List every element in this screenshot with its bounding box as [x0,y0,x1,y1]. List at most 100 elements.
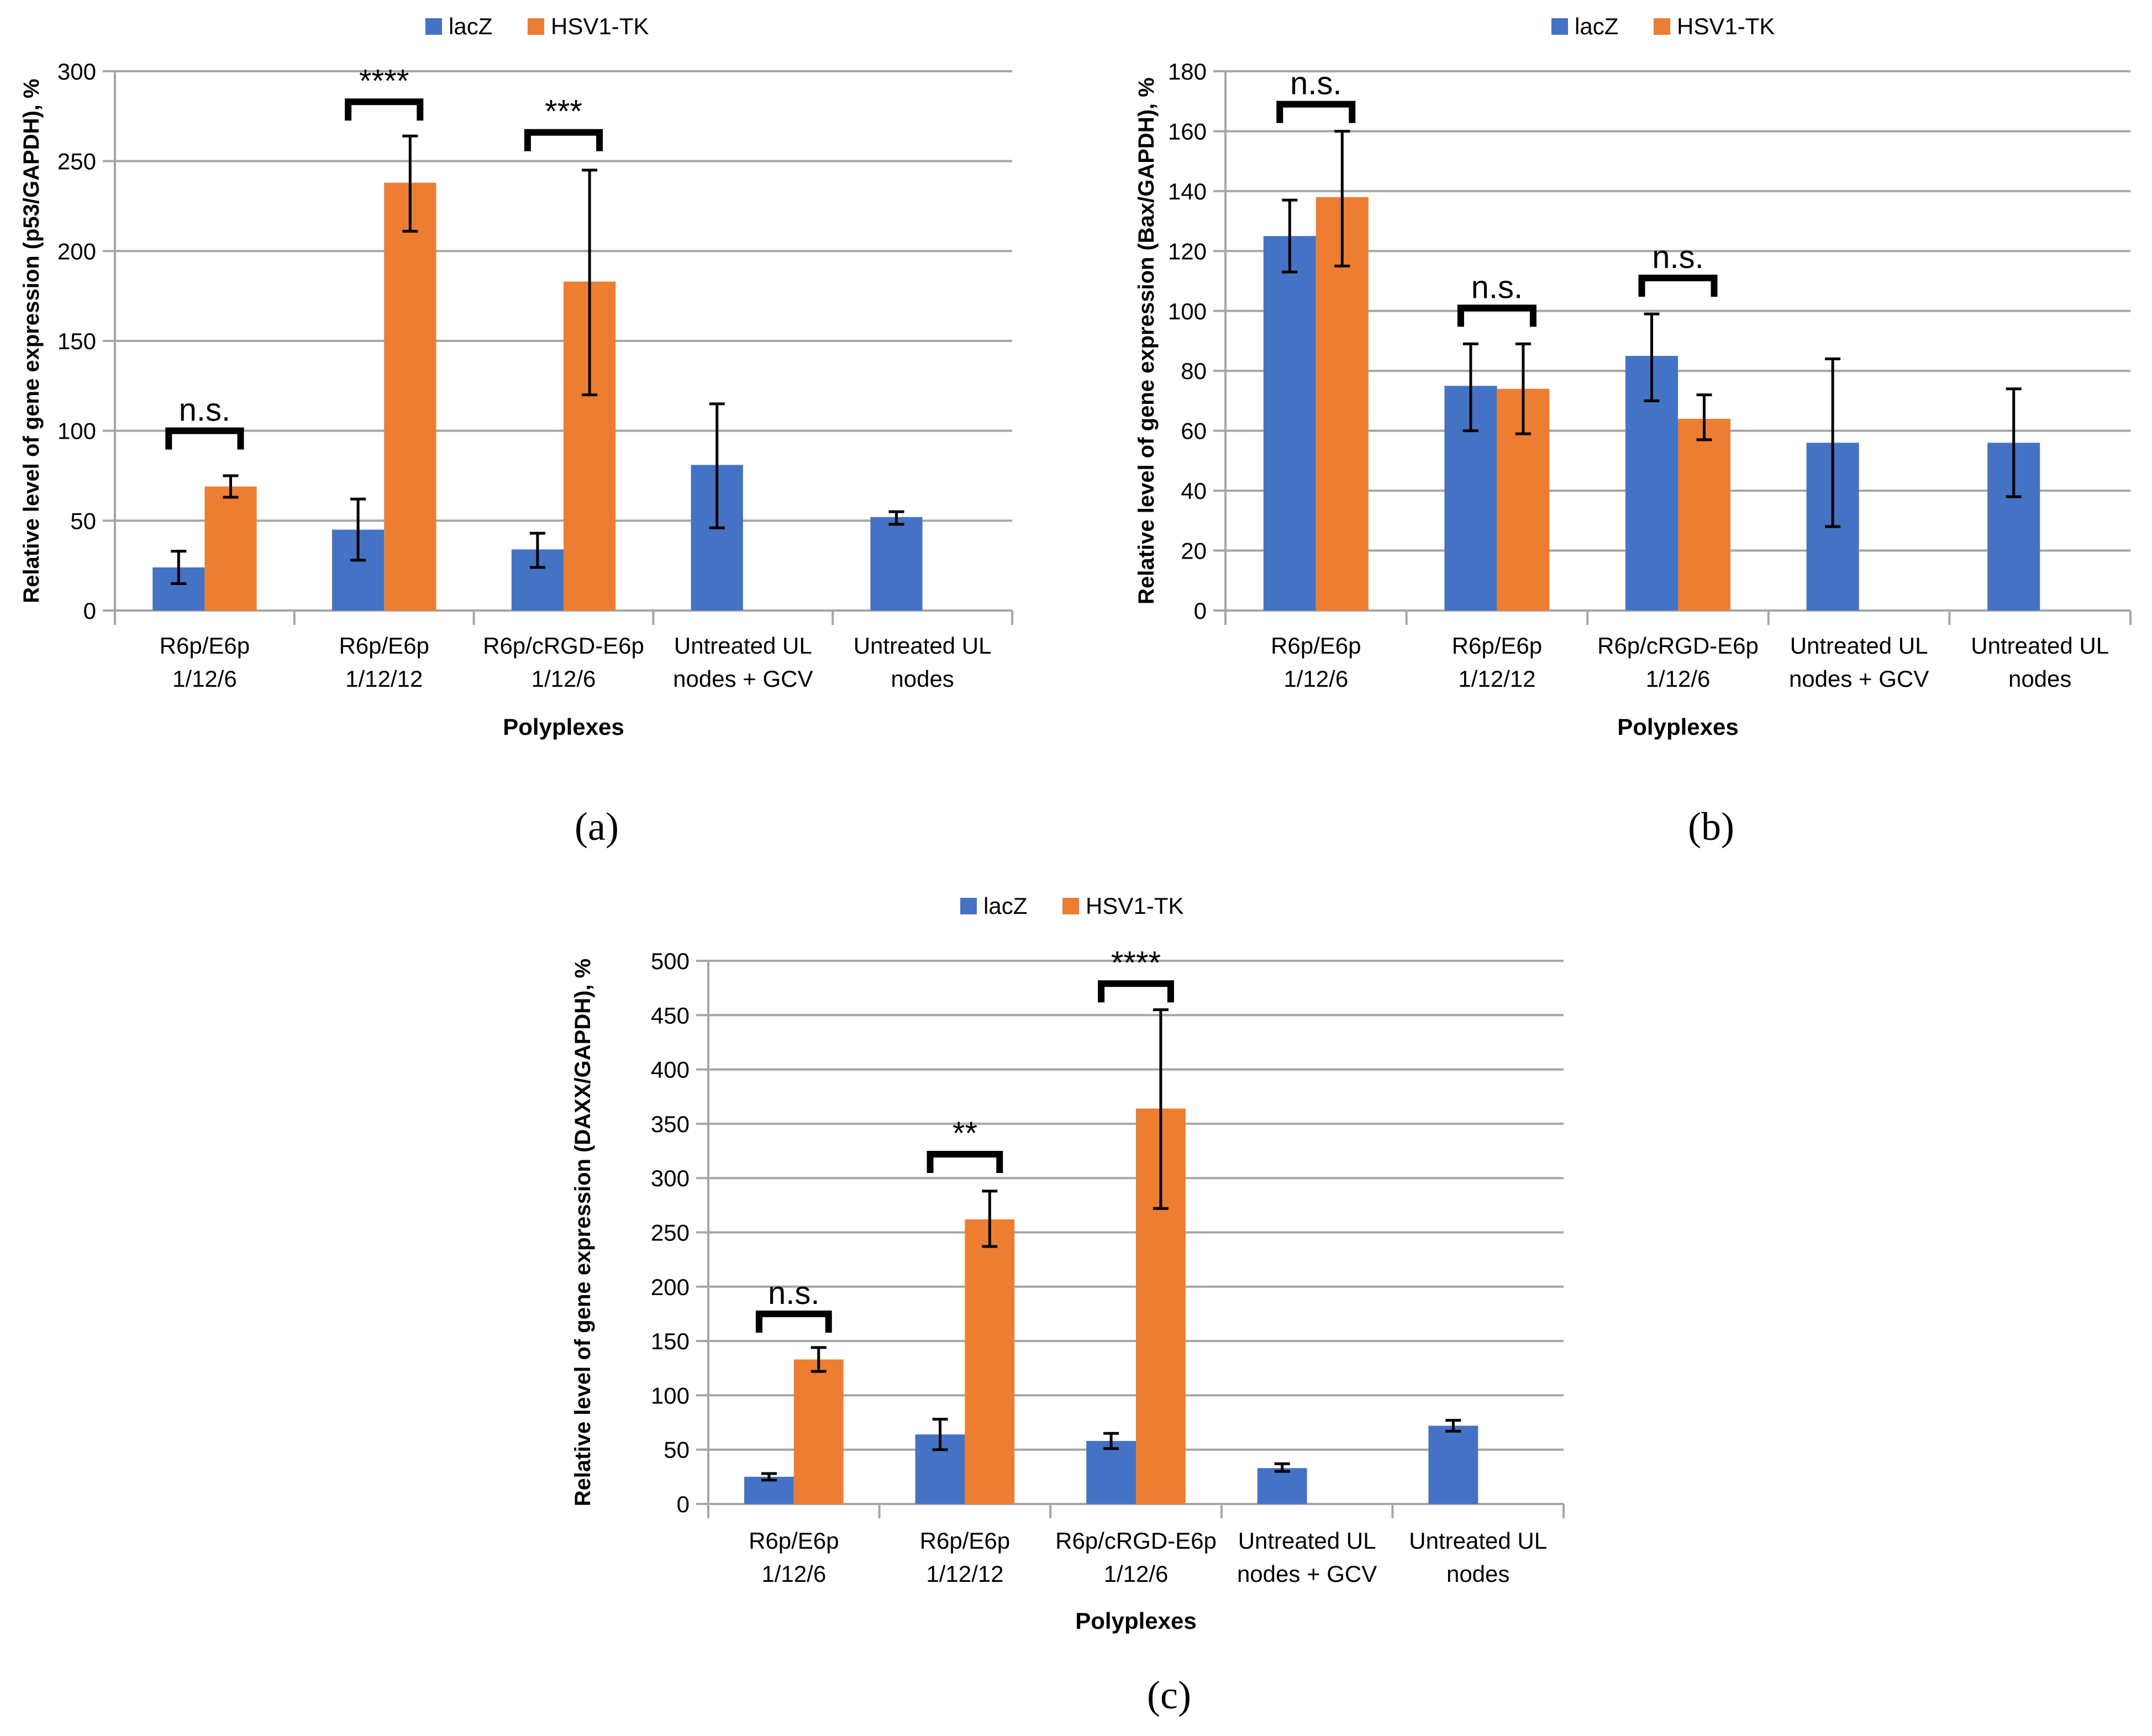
y-tick-label: 40 [1181,478,1207,504]
significance-bracket [345,98,424,121]
y-tick-label: 400 [651,1057,690,1083]
legend-label: HSV1-TK [1086,893,1183,919]
y-tick-label: 20 [1181,538,1207,564]
significance-label: n.s. [768,1275,820,1311]
category-label: 1/12/6 [1283,666,1348,692]
panel-label: (b) [1688,804,1734,849]
category-label: Untreated UL [1790,633,1928,659]
bar-hsv1-tk [384,182,436,611]
legend-label: lacZ [449,13,492,39]
category-label: Untreated UL [1238,1528,1376,1554]
y-axis-title: Relative level of gene expression (p53/G… [19,78,44,603]
y-tick-label: 100 [651,1382,690,1408]
bar-lacz [1263,236,1316,611]
legend-swatch [425,18,442,35]
panel-label: (c) [1147,1673,1191,1717]
significance-label: *** [545,94,582,130]
x-axis-title: Polyplexes [1075,1608,1196,1634]
significance-label: ** [953,1116,977,1151]
y-tick-label: 250 [651,1220,690,1246]
significance-bracket [1457,304,1537,327]
y-tick-label: 0 [677,1491,690,1517]
bar-hsv1-tk [204,486,257,611]
significance-bracket [1098,980,1174,1003]
y-tick-label: 120 [1168,238,1207,264]
y-tick-label: 350 [651,1111,690,1137]
significance-bracket [927,1150,1003,1173]
bar-hsv1-tk [965,1219,1015,1504]
category-label: nodes [2008,666,2071,692]
category-label: R6p/E6p [920,1528,1010,1554]
category-label: nodes + GCV [1789,666,1929,692]
category-label: Untreated UL [1971,633,2109,659]
category-label: 1/12/6 [172,666,237,692]
y-tick-label: 50 [664,1437,690,1463]
bar-lacz [1428,1425,1478,1504]
y-tick-label: 0 [1194,598,1207,624]
panel-label: (a) [575,804,619,849]
category-label: nodes [1446,1561,1509,1587]
chart-panel-a: 050100150200250300n.s.*******R6p/E6p1/12… [19,13,1013,849]
y-tick-label: 160 [1168,118,1207,144]
legend-label: lacZ [1575,13,1618,39]
x-axis-title: Polyplexes [1617,714,1738,740]
y-tick-label: 0 [83,598,96,624]
y-tick-label: 80 [1181,358,1207,384]
y-axis-title: Relative level of gene expression (Bax/G… [1134,77,1159,604]
legend-swatch [528,18,544,35]
bar-lacz [1257,1468,1307,1504]
legend-swatch [1654,18,1670,35]
x-axis-title: Polyplexes [503,714,624,740]
y-tick-label: 300 [651,1165,690,1191]
y-tick-label: 300 [57,59,96,85]
category-label: R6p/E6p [749,1528,839,1554]
legend-label: lacZ [983,893,1027,919]
y-tick-label: 150 [651,1328,690,1354]
legend-swatch [1062,898,1079,914]
y-tick-label: 200 [651,1274,690,1300]
category-label: Untreated UL [674,633,812,659]
legend-swatch [960,898,977,914]
category-label: nodes + GCV [673,666,813,692]
category-label: Untreated UL [854,633,992,659]
bar-lacz [1086,1440,1136,1504]
significance-label: n.s. [1290,66,1342,102]
y-tick-label: 50 [70,508,96,534]
y-tick-label: 250 [57,149,96,175]
category-label: 1/12/12 [1458,666,1535,692]
legend-label: HSV1-TK [551,13,649,39]
significance-bracket [1276,101,1356,123]
category-label: 1/12/12 [345,666,423,692]
category-label: R6p/E6p [1271,633,1361,659]
category-label: nodes + GCV [1237,1561,1377,1587]
y-tick-label: 180 [1168,59,1207,85]
legend-label: HSV1-TK [1677,13,1775,39]
chart-panel-b: 0 20 40 60 80 100 120 140 160 180 n.s. n.s. n.s. R6p/… [1134,13,2132,849]
category-label: Untreated UL [1409,1528,1547,1554]
y-tick-label: 200 [57,238,96,264]
significance-bracket [755,1310,832,1333]
significance-label: **** [359,63,409,99]
y-axis-title: Relative level of gene expression (DAXX/… [571,959,595,1506]
category-label: nodes [891,666,954,692]
significance-label: n.s. [1652,239,1704,275]
category-label: 1/12/6 [1104,1561,1169,1587]
category-label: R6p/E6p [339,633,429,659]
y-tick-label: 60 [1181,418,1207,444]
category-label: R6p/cRGD-E6p [1597,633,1759,659]
category-label: 1/12/6 [761,1561,826,1587]
bar-lacz [870,517,923,611]
category-label: 1/12/12 [926,1561,1003,1587]
bar-hsv1-tk [1678,418,1731,611]
category-label: R6p/cRGD-E6p [483,633,644,659]
significance-bracket [524,129,603,151]
significance-label: **** [1111,945,1161,981]
y-tick-label: 100 [1168,298,1207,324]
category-label: 1/12/6 [1646,666,1711,692]
category-label: 1/12/6 [532,666,596,692]
bar-hsv1-tk [793,1359,844,1504]
category-label: R6p/cRGD-E6p [1055,1528,1217,1554]
y-tick-label: 500 [651,948,690,974]
y-tick-label: 100 [57,418,96,444]
